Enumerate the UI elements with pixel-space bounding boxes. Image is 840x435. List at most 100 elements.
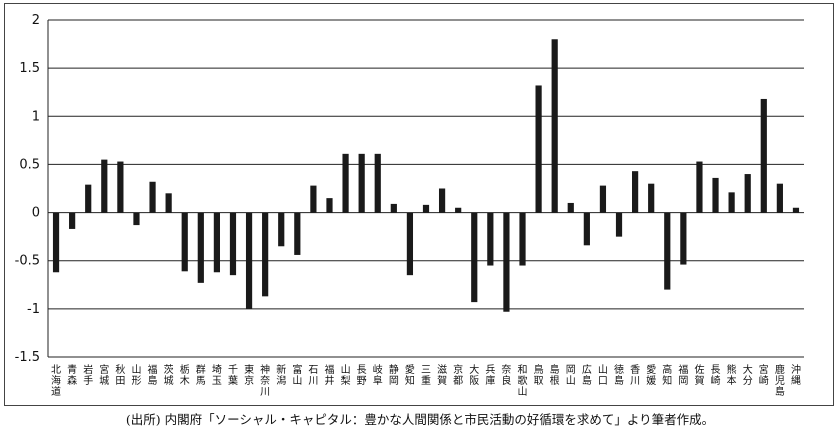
bar [326,198,333,213]
y-tick-label: -1 [27,302,40,317]
bar [615,212,623,237]
bar [197,212,204,283]
bar [133,212,140,226]
category-label: 新潟 [276,363,286,387]
category-label: 北海道 [51,364,61,398]
category-label: 茨城 [164,363,174,387]
category-label: 沖縄 [791,363,801,387]
category-label: 岡山 [566,364,576,387]
y-tick-label: -0.5 [15,254,40,269]
category-label: 宮崎 [759,363,769,387]
category-label: 愛知 [405,363,415,387]
bar [342,153,349,213]
bar [487,212,494,266]
bar [52,212,60,273]
bar [455,207,462,213]
y-tick-label: -1.5 [15,350,40,365]
y-tick-label: 2 [32,13,40,28]
bar [245,212,253,309]
chart-border [4,3,834,406]
bar [680,212,687,265]
bar [438,188,446,213]
category-label: 熊本 [727,363,737,387]
bar [262,212,269,297]
bar [664,212,671,290]
category-label: 青森 [67,363,77,387]
category-label: 秋田 [115,363,125,387]
bar [294,212,301,255]
category-label: 愛媛 [646,363,656,387]
category-label: 山形 [131,364,141,387]
category-label: 宮城 [99,363,109,387]
category-label: 千葉 [228,364,238,387]
category-label: 福岡 [678,363,688,387]
bar [744,174,751,213]
category-label: 東京 [244,363,254,387]
bar [310,185,317,213]
category-label: 静岡 [389,363,399,387]
y-tick-label: 0.5 [19,157,40,172]
y-tick-label: 1.5 [19,61,40,76]
category-label: 高知 [662,363,672,387]
category-label: 岐阜 [373,363,383,387]
category-label: 広島 [582,363,592,387]
category-label: 徳島 [614,363,624,387]
bar [406,212,414,276]
bar [728,192,735,213]
category-label: 山口 [598,364,608,387]
bar [422,204,430,213]
bar [278,212,285,247]
category-label: 京都 [453,363,463,387]
category-label: 大分 [743,363,753,387]
bar [519,212,526,266]
category-label: 大阪 [469,363,479,387]
bar [69,212,76,229]
bar [85,184,92,213]
bar [551,39,558,213]
category-label: 和歌山 [518,364,528,398]
bar [632,171,639,213]
y-tick-label: 1 [32,109,40,124]
bar [390,203,397,213]
category-label: 奈良 [501,363,511,387]
category-label: 滋賀 [437,363,447,387]
bar [599,185,607,213]
category-label: 山梨 [341,364,351,387]
bar [776,183,783,213]
bar [792,207,800,213]
bar [229,212,237,276]
y-tick-label: 0 [32,206,40,221]
bar [648,183,655,213]
category-label: 岩手 [83,363,93,387]
category-label: 神奈川 [260,363,270,398]
category-label: 兵庫 [485,363,495,387]
category-label: 群馬 [196,363,206,387]
bar [117,161,124,213]
category-label: 長崎 [711,364,721,387]
category-label: 石川 [308,365,318,387]
bar [535,85,542,213]
bar-chart: 2 1.5 1 0.5 0 -0.5 -1 -1.5 北海道青森岩手宮城秋田山形福島茨城栃木群馬… [4,3,834,406]
category-label: 福島 [148,363,158,387]
chart-frame: 2 1.5 1 0.5 0 -0.5 -1 -1.5 北海道 青森 岩手 宮城 秋田 山形 福島 茨城 栃木 群馬… [4,3,834,406]
category-label: 鹿児島 [775,363,785,398]
bar [374,153,381,213]
category-label: 栃木 [180,363,190,387]
bar [165,193,172,213]
source-note: (出所) 内閣府「ソーシャル・キャピタル：豊かな人間関係と市民活動の好循環を求め… [125,412,715,427]
category-label: 三重 [421,365,431,387]
category-label: 佐賀 [694,364,704,387]
bar [213,212,220,273]
category-label: 香川 [630,364,640,387]
bar [696,161,703,213]
bar [149,181,156,213]
bar [358,153,365,213]
bar [567,202,574,213]
bar [101,159,108,213]
bar [503,212,510,312]
category-label: 福井 [324,363,334,387]
bar [760,98,767,213]
category-label: 鳥取 [534,363,544,387]
category-label: 長野 [357,364,367,387]
bar [583,212,590,246]
